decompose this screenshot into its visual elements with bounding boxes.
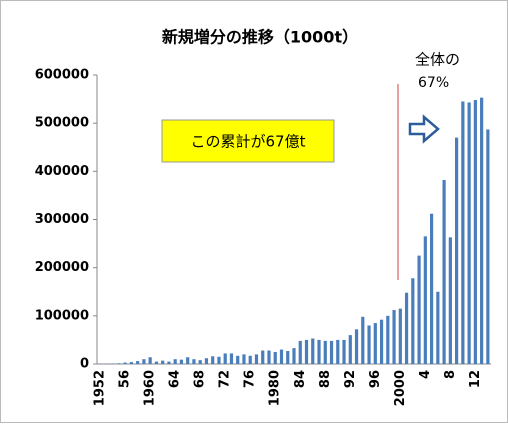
bar — [349, 335, 352, 364]
bar — [461, 101, 464, 364]
bar — [274, 352, 277, 364]
bar — [468, 102, 471, 364]
x-tick-label: 2000 — [393, 370, 408, 406]
bar — [267, 351, 270, 364]
y-tick-label: 500000 — [35, 116, 89, 131]
bar — [161, 361, 164, 364]
bar — [480, 98, 483, 364]
bar — [299, 341, 302, 364]
y-tick-label: 300000 — [35, 212, 89, 227]
bar — [430, 214, 433, 364]
bar — [236, 356, 239, 364]
x-tick-label: 76 — [243, 370, 258, 388]
x-tick-label: 96 — [368, 370, 383, 388]
x-tick-label: 68 — [193, 370, 208, 388]
callout-text: この累計が67億t — [191, 133, 306, 151]
bar — [355, 329, 358, 364]
bar — [242, 354, 245, 364]
x-tick-label: 84 — [293, 370, 308, 388]
bar — [442, 180, 445, 364]
bar — [417, 256, 420, 364]
bar — [455, 138, 458, 364]
bar — [317, 340, 320, 364]
x-tick-label: 88 — [318, 370, 333, 388]
x-tick-label: 72 — [218, 370, 233, 388]
bar — [199, 360, 202, 364]
bar — [167, 362, 170, 364]
x-tick-label: 8 — [443, 370, 458, 379]
x-tick-label: 64 — [168, 370, 183, 388]
bar — [224, 353, 227, 364]
bar — [411, 278, 414, 364]
x-tick-label: 1952 — [93, 370, 108, 406]
bar — [311, 338, 314, 364]
bar — [424, 236, 427, 364]
annotation: 全体の — [415, 51, 460, 69]
bar — [249, 356, 252, 364]
bar — [324, 341, 327, 364]
x-tick-label: 4 — [418, 370, 433, 379]
bar — [367, 325, 370, 364]
bar — [174, 359, 177, 364]
bar — [117, 363, 120, 364]
annotation: 67% — [418, 75, 449, 91]
bar — [286, 351, 289, 364]
bar — [449, 237, 452, 364]
bar — [192, 359, 195, 364]
bar — [336, 340, 339, 364]
bar — [205, 358, 208, 364]
y-tick-label: 100000 — [35, 308, 89, 323]
y-tick-label: 600000 — [35, 68, 89, 83]
bar — [305, 340, 308, 364]
x-tick-label: 92 — [343, 370, 358, 388]
bar — [130, 362, 133, 364]
bar — [474, 100, 477, 364]
bar — [405, 293, 408, 364]
bar — [261, 351, 264, 364]
bar — [217, 357, 220, 364]
y-tick-label: 0 — [80, 357, 89, 372]
bar — [486, 129, 489, 364]
bar — [211, 356, 214, 364]
x-tick-label: 1960 — [143, 370, 158, 406]
bar — [180, 360, 183, 364]
x-tick-label: 1980 — [268, 370, 283, 406]
bar — [186, 357, 189, 364]
bar — [155, 362, 158, 364]
bar — [136, 361, 139, 364]
bar — [436, 292, 439, 364]
bar — [386, 316, 389, 364]
y-tick-label: 400000 — [35, 164, 89, 179]
bar — [330, 341, 333, 364]
bar — [230, 353, 233, 364]
bar — [380, 320, 383, 364]
bar — [142, 359, 145, 364]
bar — [399, 309, 402, 364]
bar — [392, 310, 395, 364]
bar — [342, 340, 345, 364]
bar — [124, 363, 127, 364]
chart-title: 新規増分の推移（1000t） — [162, 28, 358, 47]
x-tick-label: 12 — [468, 370, 483, 388]
x-tick-label: 56 — [118, 370, 133, 388]
y-tick-label: 200000 — [35, 260, 89, 275]
bar — [361, 317, 364, 364]
bar — [255, 354, 258, 364]
bar — [292, 348, 295, 364]
bar — [149, 357, 152, 364]
bar — [374, 323, 377, 364]
bar — [280, 350, 283, 364]
